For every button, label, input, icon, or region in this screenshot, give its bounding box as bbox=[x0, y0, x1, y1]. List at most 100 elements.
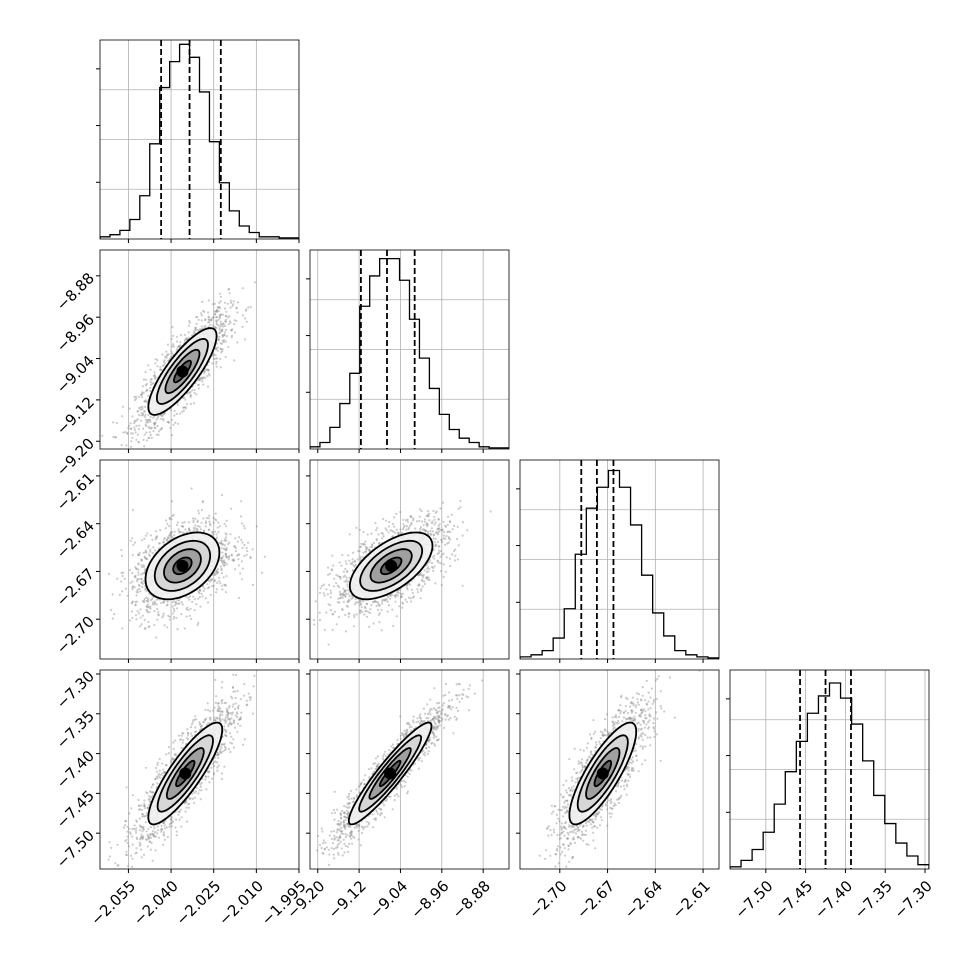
scatter-point bbox=[440, 538, 443, 541]
scatter-point bbox=[454, 548, 457, 551]
scatter-point bbox=[224, 548, 227, 551]
scatter-point bbox=[221, 325, 224, 328]
scatter-point bbox=[116, 468, 118, 470]
scatter-point bbox=[387, 531, 390, 534]
scatter-point bbox=[200, 319, 203, 322]
scatter-point bbox=[227, 555, 231, 558]
scatter-point bbox=[224, 552, 227, 556]
scatter-point bbox=[207, 315, 210, 318]
scatter-point bbox=[215, 310, 218, 313]
scatter-point bbox=[233, 319, 236, 322]
scatter-point bbox=[154, 422, 157, 425]
scatter-point bbox=[187, 324, 190, 327]
scatter-point bbox=[510, 523, 512, 525]
scatter-point bbox=[202, 585, 205, 588]
scatter-point bbox=[418, 584, 421, 587]
scatter-point bbox=[173, 414, 176, 417]
scatter-point bbox=[120, 580, 123, 583]
contour-line-2 bbox=[153, 539, 212, 592]
scatter-point bbox=[136, 610, 139, 613]
scatter-point bbox=[201, 501, 204, 504]
scatter-point bbox=[224, 552, 227, 555]
scatter-point bbox=[234, 546, 237, 550]
scatter-point bbox=[448, 520, 451, 523]
scatter-point bbox=[255, 525, 258, 528]
scatter-point bbox=[146, 611, 149, 614]
scatter-point bbox=[427, 570, 430, 573]
scatter-point bbox=[141, 391, 144, 394]
scatter-point bbox=[209, 524, 212, 527]
scatter-point bbox=[170, 355, 173, 358]
scatter-point bbox=[138, 407, 141, 410]
scatter-point bbox=[205, 517, 208, 520]
scatter-point bbox=[189, 390, 192, 394]
scatter-point bbox=[143, 618, 146, 622]
scatter-point bbox=[444, 524, 447, 527]
scatter-point bbox=[326, 593, 329, 596]
scatter-point bbox=[204, 521, 208, 525]
scatter-point bbox=[144, 587, 147, 591]
scatter-point bbox=[242, 524, 245, 527]
scatter-point bbox=[204, 520, 207, 523]
scatter-point bbox=[184, 338, 187, 341]
scatter-point bbox=[129, 445, 132, 448]
scatter-point bbox=[157, 614, 160, 617]
scatter-point bbox=[354, 598, 357, 601]
scatter-point bbox=[223, 544, 226, 547]
scatter-point bbox=[204, 376, 207, 380]
scatter-point bbox=[197, 383, 200, 386]
scatter-point bbox=[186, 392, 189, 395]
scatter-point bbox=[365, 609, 368, 612]
scatter-point bbox=[341, 553, 344, 557]
scatter-point bbox=[353, 565, 356, 568]
scatter-point bbox=[138, 553, 141, 556]
scatter-point bbox=[211, 531, 214, 534]
scatter-point bbox=[176, 403, 179, 406]
scatter-point bbox=[189, 394, 192, 397]
scatter-point bbox=[263, 555, 266, 558]
scatter-point bbox=[217, 318, 220, 321]
scatter-point bbox=[189, 402, 193, 406]
scatter-point bbox=[159, 529, 162, 532]
scatter-point bbox=[335, 573, 338, 577]
scatter-point bbox=[221, 563, 225, 566]
scatter-point bbox=[225, 519, 228, 522]
scatter-point bbox=[144, 568, 147, 571]
scatter-point bbox=[322, 583, 326, 586]
scatter-point bbox=[140, 419, 143, 422]
scatter-point bbox=[364, 606, 367, 610]
scatter-point bbox=[359, 611, 362, 615]
scatter-point bbox=[399, 528, 402, 531]
scatter-point bbox=[306, 590, 308, 592]
scatter-point bbox=[209, 578, 212, 581]
scatter-point bbox=[362, 542, 365, 545]
scatter-point bbox=[114, 436, 117, 439]
scatter-point bbox=[439, 562, 442, 565]
scatter-point bbox=[164, 527, 167, 530]
scatter-point bbox=[418, 574, 421, 577]
scatter-point bbox=[199, 528, 202, 531]
scatter-point bbox=[219, 342, 222, 345]
scatter-point bbox=[359, 601, 362, 604]
scatter-point bbox=[202, 376, 205, 379]
scatter-point bbox=[196, 328, 199, 332]
scatter-point bbox=[201, 595, 204, 598]
scatter-point bbox=[147, 425, 150, 428]
scatter-point bbox=[131, 572, 134, 575]
scatter-point bbox=[155, 433, 158, 436]
scatter-point bbox=[427, 576, 430, 579]
scatter-point bbox=[461, 534, 464, 537]
scatter-point bbox=[407, 596, 410, 599]
scatter-point bbox=[134, 604, 137, 607]
scatter-point bbox=[216, 316, 219, 319]
scatter-point bbox=[212, 357, 215, 361]
scatter-point bbox=[124, 450, 126, 452]
scatter-point bbox=[461, 521, 464, 524]
scatter-point bbox=[240, 560, 243, 563]
scatter-point bbox=[187, 521, 190, 524]
scatter-point bbox=[131, 616, 134, 620]
scatter-point bbox=[445, 556, 448, 559]
scatter-point bbox=[133, 541, 137, 544]
scatter-point bbox=[351, 597, 354, 600]
scatter-point bbox=[172, 617, 175, 620]
